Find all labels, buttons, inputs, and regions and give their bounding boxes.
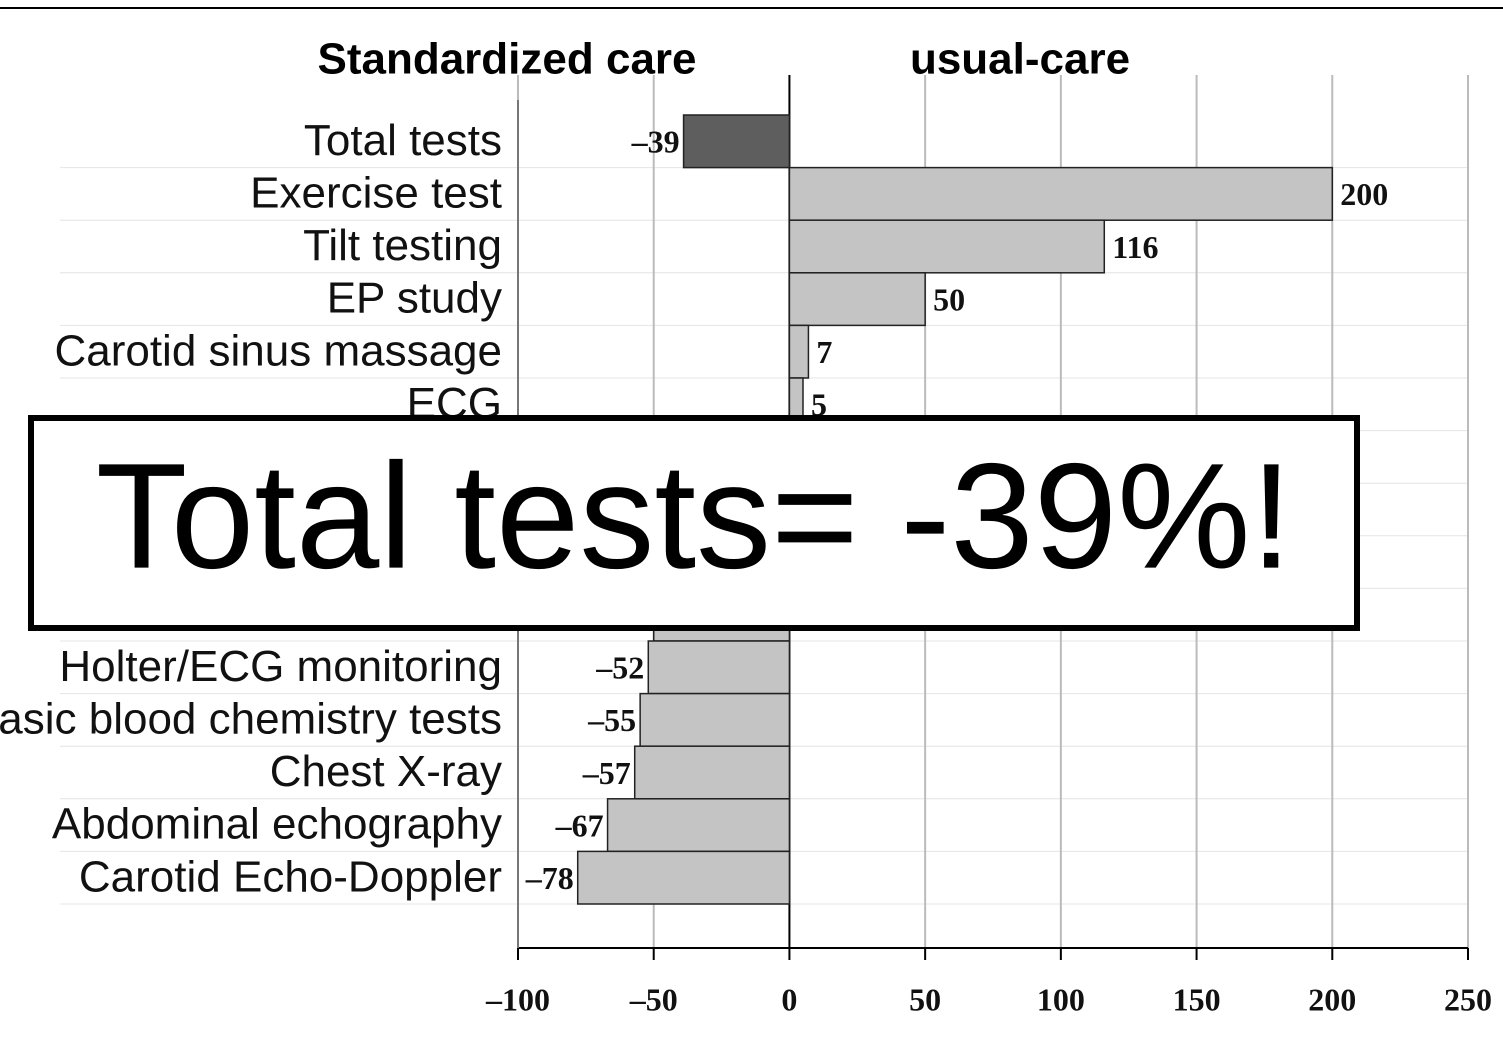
x-tick-label: 0 (781, 981, 797, 1017)
category-label: Carotid sinus massage (54, 326, 502, 375)
x-tick-label: 100 (1037, 981, 1085, 1017)
x-tick-label: 200 (1308, 981, 1356, 1017)
header-right: usual-care (910, 35, 1130, 84)
value-label: –39 (631, 124, 680, 160)
x-tick-label: 150 (1173, 981, 1221, 1017)
bar (576, 850, 791, 905)
bar (639, 692, 791, 747)
value-label: –78 (525, 860, 574, 896)
category-label: Abdominal echography (52, 800, 502, 849)
bar (788, 324, 810, 379)
bar (647, 640, 791, 695)
value-label: 200 (1340, 176, 1388, 212)
value-label: –57 (582, 755, 631, 791)
overlay-frame (28, 415, 1360, 631)
category-label: Chest X-ray (270, 747, 502, 796)
bar (788, 272, 926, 327)
value-label: 5 (811, 387, 827, 423)
overlay-text: Total tests= -39%! (96, 432, 1292, 600)
category-label: Holter/ECG monitoring (59, 642, 502, 691)
header-left: Standardized care (317, 35, 696, 84)
category-label: Exercise test (250, 169, 502, 218)
bar (606, 798, 791, 853)
value-label: 116 (1112, 229, 1158, 265)
category-label: Tilt testing (303, 221, 502, 270)
x-tick-label: –50 (629, 981, 678, 1017)
bar (682, 114, 791, 169)
category-label: Basic blood chemistry tests (0, 695, 502, 744)
bar (633, 745, 791, 800)
bar (788, 219, 1106, 274)
category-label: EP study (327, 274, 502, 323)
overlay-box: Total tests= -39%! (28, 415, 1360, 631)
value-label: –55 (587, 702, 636, 738)
x-tick-label: 250 (1444, 981, 1492, 1017)
x-tick-label: –100 (485, 981, 550, 1017)
value-label: 7 (816, 334, 832, 370)
value-label: –67 (555, 807, 604, 843)
value-label: 50 (933, 281, 965, 317)
plot: –100 –50 0 50 100 150 200 250 Total tests –39 Exer… (0, 75, 1492, 1017)
category-label: Total tests (304, 116, 502, 165)
bar (788, 166, 1334, 221)
value-label: –52 (595, 650, 644, 686)
x-tick-label: 50 (909, 981, 941, 1017)
category-label: Carotid Echo-Doppler (79, 852, 502, 901)
